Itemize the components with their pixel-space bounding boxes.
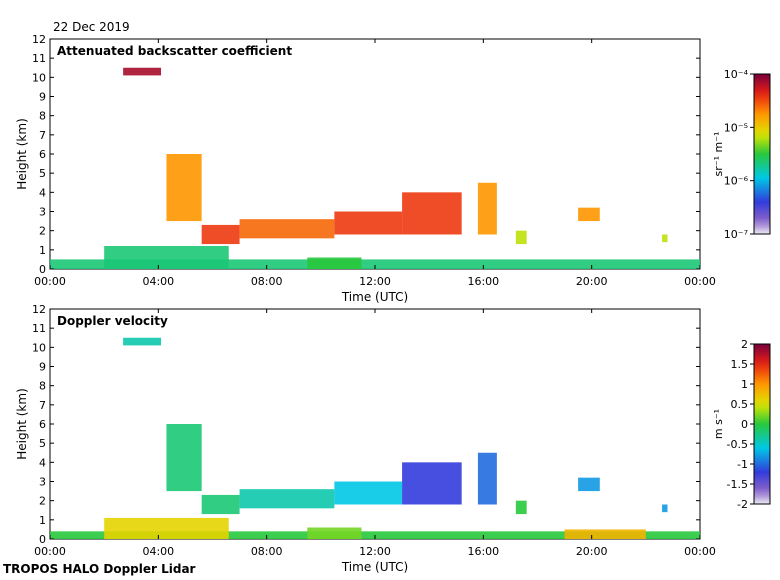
y-tick-label: 3 [39, 206, 46, 219]
data-feature [239, 219, 335, 239]
data-feature [123, 67, 162, 76]
y-tick-label: 1 [39, 514, 46, 527]
data-feature [239, 489, 335, 509]
colorbar-tick-label: 2 [741, 338, 748, 351]
y-tick-label: 2 [39, 495, 46, 508]
colorbar-tick-label: -2 [737, 498, 748, 511]
colorbar-tick-label: -1 [737, 458, 748, 471]
data-feature [578, 477, 600, 492]
x-tick-label: 04:00 [142, 275, 174, 288]
data-feature [334, 211, 403, 235]
data-feature [515, 230, 527, 245]
x-tick-label: 04:00 [142, 545, 174, 558]
data-feature [307, 527, 362, 539]
x-tick-label: 12:00 [359, 275, 391, 288]
y-axis-label: Height (km) [15, 118, 29, 189]
y-tick-label: 9 [39, 91, 46, 104]
y-tick-label: 11 [32, 322, 46, 335]
y-tick-label: 2 [39, 225, 46, 238]
y-tick-label: 12 [32, 33, 46, 46]
x-tick-label: 20:00 [576, 545, 608, 558]
colorbar [753, 73, 771, 235]
date-label: 22 Dec 2019 [53, 20, 130, 34]
colorbar-tick-label: -0.5 [727, 438, 748, 451]
x-tick-label: 20:00 [576, 275, 608, 288]
colorbar-tick-label: 10⁻⁵ [724, 121, 748, 134]
data-feature [662, 234, 668, 243]
x-tick-label: 00:00 [684, 275, 716, 288]
x-tick-label: 00:00 [34, 545, 66, 558]
x-axis-label: Time (UTC) [341, 290, 408, 304]
data-feature [201, 224, 240, 245]
data-feature [402, 192, 462, 235]
y-tick-label: 0 [39, 533, 46, 546]
colorbar-tick-label: 1.5 [731, 358, 749, 371]
data-feature [515, 500, 527, 515]
y-tick-label: 8 [39, 110, 46, 123]
y-tick-label: 12 [32, 303, 46, 316]
y-tick-label: 6 [39, 418, 46, 431]
colorbar-tick-label: -1.5 [727, 478, 748, 491]
colorbar-tick-label: 10⁻⁶ [724, 175, 749, 188]
data-feature [166, 424, 202, 492]
data-feature [166, 154, 202, 222]
data-feature [307, 257, 362, 269]
colorbar-unit-label: m s⁻¹ [712, 409, 725, 439]
y-tick-label: 5 [39, 167, 46, 180]
plot-title: Doppler velocity [57, 314, 168, 328]
data-feature [662, 504, 668, 513]
x-tick-label: 12:00 [359, 545, 391, 558]
y-tick-label: 4 [39, 456, 46, 469]
x-axis-label: Time (UTC) [341, 560, 408, 574]
x-tick-label: 08:00 [251, 275, 283, 288]
data-feature [50, 259, 700, 269]
y-tick-label: 5 [39, 437, 46, 450]
data-feature [402, 462, 462, 505]
y-tick-label: 8 [39, 380, 46, 393]
colorbar-tick-label: 0.5 [731, 398, 749, 411]
y-tick-label: 7 [39, 399, 46, 412]
plot-title: Attenuated backscatter coefficient [57, 44, 292, 58]
data-feature [123, 337, 162, 346]
data-feature [104, 246, 229, 269]
x-tick-label: 00:00 [34, 275, 66, 288]
y-tick-label: 6 [39, 148, 46, 161]
data-feature [578, 207, 600, 222]
colorbar-tick-label: 1 [741, 378, 748, 391]
y-axis-label: Height (km) [15, 388, 29, 459]
x-tick-label: 00:00 [684, 545, 716, 558]
x-tick-label: 16:00 [467, 545, 499, 558]
x-tick-label: 08:00 [251, 545, 283, 558]
data-layer [50, 67, 700, 269]
colorbar-tick-label: 10⁻⁴ [724, 68, 749, 81]
data-feature [334, 481, 403, 505]
data-feature [477, 452, 497, 505]
y-tick-label: 10 [32, 341, 46, 354]
colorbar [753, 343, 771, 505]
data-feature [201, 494, 240, 515]
x-tick-label: 16:00 [467, 275, 499, 288]
data-feature [104, 517, 229, 539]
colorbar-tick-label: 0 [741, 418, 748, 431]
footer-label: TROPOS HALO Doppler Lidar [3, 562, 196, 576]
colorbar-tick-label: 10⁻⁷ [724, 228, 748, 241]
y-tick-label: 7 [39, 129, 46, 142]
colorbar-unit-label: sr⁻¹ m⁻¹ [712, 132, 725, 177]
y-tick-label: 4 [39, 186, 46, 199]
y-tick-label: 9 [39, 361, 46, 374]
y-tick-label: 10 [32, 71, 46, 84]
y-tick-label: 11 [32, 52, 46, 65]
data-feature [477, 182, 497, 235]
data-feature [564, 529, 646, 539]
y-tick-label: 3 [39, 476, 46, 489]
y-tick-label: 1 [39, 244, 46, 257]
y-tick-label: 0 [39, 263, 46, 276]
